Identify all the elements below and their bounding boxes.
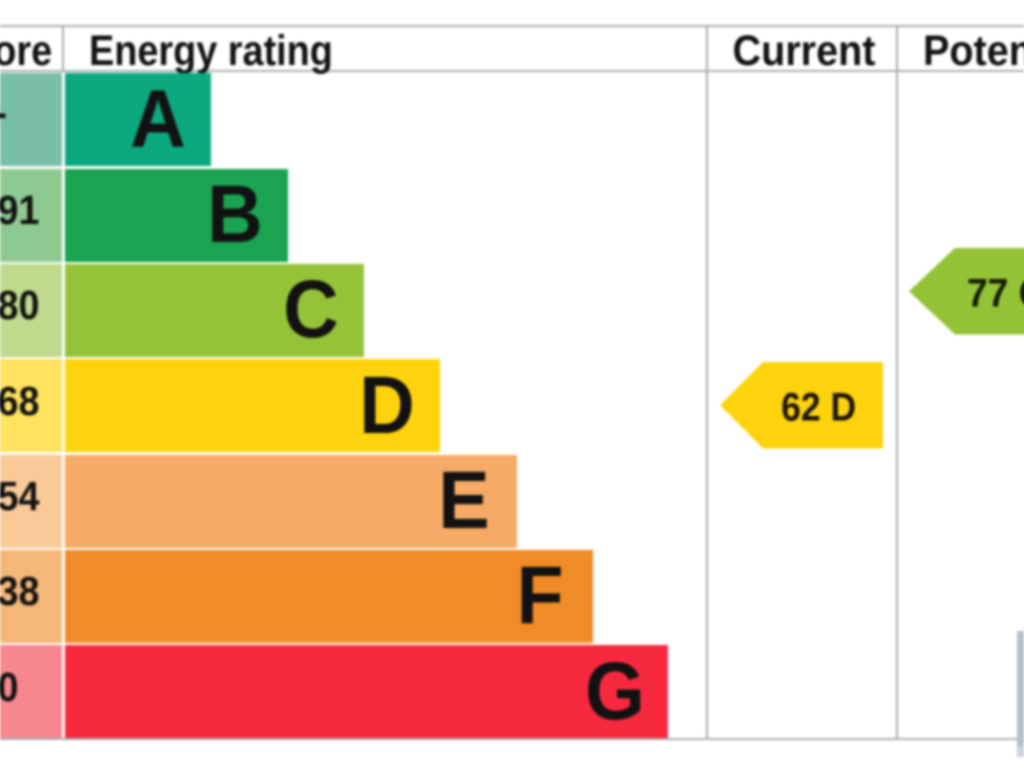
svg-text:77 C: 77 C [967,272,1024,316]
svg-text:62 D: 62 D [781,386,856,430]
